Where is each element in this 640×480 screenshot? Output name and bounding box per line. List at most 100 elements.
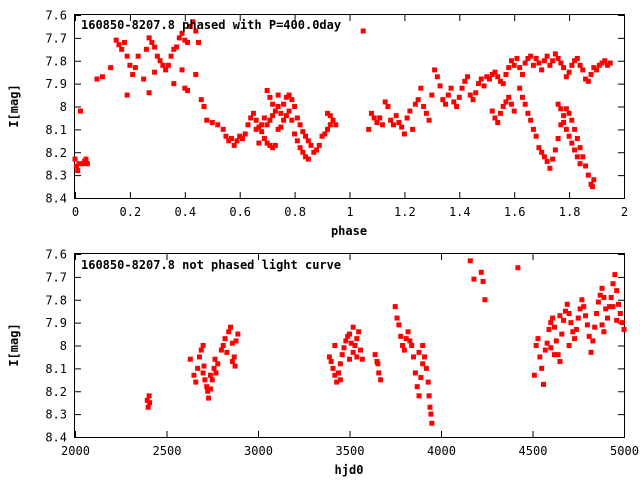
data-point — [551, 352, 557, 358]
data-point — [286, 108, 292, 114]
data-point — [375, 361, 381, 367]
data-point — [548, 345, 554, 351]
data-point — [319, 133, 325, 139]
data-point — [403, 336, 409, 342]
data-point — [396, 322, 402, 328]
data-point — [132, 65, 138, 71]
data-point — [577, 62, 583, 68]
data-point — [451, 99, 457, 105]
data-point — [572, 58, 578, 64]
data-point — [303, 133, 309, 139]
data-point — [116, 42, 122, 48]
data-point — [404, 115, 410, 121]
data-point — [220, 126, 226, 132]
y-tick-label: 7.9 — [45, 77, 67, 91]
data-point — [602, 58, 608, 64]
data-point — [377, 115, 383, 121]
data-point — [607, 60, 613, 66]
data-point — [289, 97, 295, 103]
data-point — [233, 338, 239, 344]
data-point — [385, 104, 391, 109]
data-point — [270, 145, 276, 151]
data-point — [239, 136, 245, 142]
data-point — [124, 53, 130, 59]
data-point — [333, 122, 339, 128]
data-point — [566, 69, 572, 75]
data-point — [511, 62, 517, 68]
x-tick-label: 3000 — [244, 444, 273, 458]
data-point — [478, 269, 484, 275]
y-tick-label: 8.4 — [45, 192, 67, 206]
data-point — [619, 320, 625, 326]
data-point — [528, 53, 534, 59]
data-point — [588, 349, 594, 355]
data-point — [401, 131, 407, 137]
data-point — [583, 163, 589, 169]
data-point — [297, 145, 303, 151]
y-tick-label: 7.8 — [45, 293, 67, 307]
x-tick-label: 2 — [621, 205, 628, 219]
data-point — [536, 145, 542, 151]
x-tick-label: 1.2 — [394, 205, 416, 219]
data-point — [522, 101, 528, 107]
data-point — [339, 352, 345, 358]
data-point — [322, 131, 328, 137]
data-point — [583, 76, 589, 82]
data-point — [94, 76, 100, 82]
data-point — [552, 51, 558, 57]
data-point — [289, 117, 295, 123]
data-point — [595, 299, 601, 305]
data-point — [566, 133, 572, 139]
data-point — [412, 370, 418, 376]
data-point — [371, 115, 377, 121]
data-point — [390, 122, 396, 128]
data-point — [327, 113, 333, 119]
data-point — [425, 379, 431, 385]
data-point — [575, 315, 581, 321]
data-point — [550, 315, 556, 321]
data-point — [305, 156, 311, 162]
data-point — [311, 149, 317, 155]
data-point — [517, 85, 523, 91]
data-point — [327, 122, 333, 128]
data-point — [557, 359, 563, 365]
data-point — [426, 117, 432, 123]
y-tick-label: 8.1 — [45, 123, 67, 137]
data-point — [157, 58, 163, 64]
data-point — [336, 370, 342, 376]
data-point — [540, 381, 546, 387]
data-point — [610, 304, 616, 310]
data-point — [530, 126, 536, 132]
data-point — [303, 154, 309, 160]
data-point — [531, 372, 537, 378]
data-point — [190, 19, 196, 25]
data-point — [614, 288, 620, 294]
data-point — [462, 78, 468, 84]
x-tick-label: 1.6 — [504, 205, 526, 219]
data-point — [347, 356, 352, 362]
data-point — [584, 322, 590, 328]
x-tick-label: 0.4 — [174, 205, 196, 219]
data-point — [492, 115, 498, 121]
data-point — [212, 356, 218, 362]
data-points — [72, 19, 613, 190]
data-point — [497, 78, 503, 84]
data-point — [456, 94, 462, 100]
data-point — [187, 23, 193, 29]
data-point — [195, 365, 201, 371]
data-point — [141, 76, 147, 82]
data-point — [495, 120, 501, 126]
data-point — [574, 55, 580, 61]
data-point — [354, 336, 360, 342]
data-point — [566, 110, 572, 116]
data-point — [506, 65, 512, 71]
data-point — [568, 320, 574, 326]
data-point — [308, 142, 314, 148]
data-point — [482, 297, 488, 303]
data-point — [108, 65, 114, 71]
data-point — [558, 60, 564, 66]
data-point — [599, 285, 605, 291]
data-point — [124, 92, 130, 98]
data-point — [209, 120, 215, 126]
data-point — [508, 58, 514, 64]
